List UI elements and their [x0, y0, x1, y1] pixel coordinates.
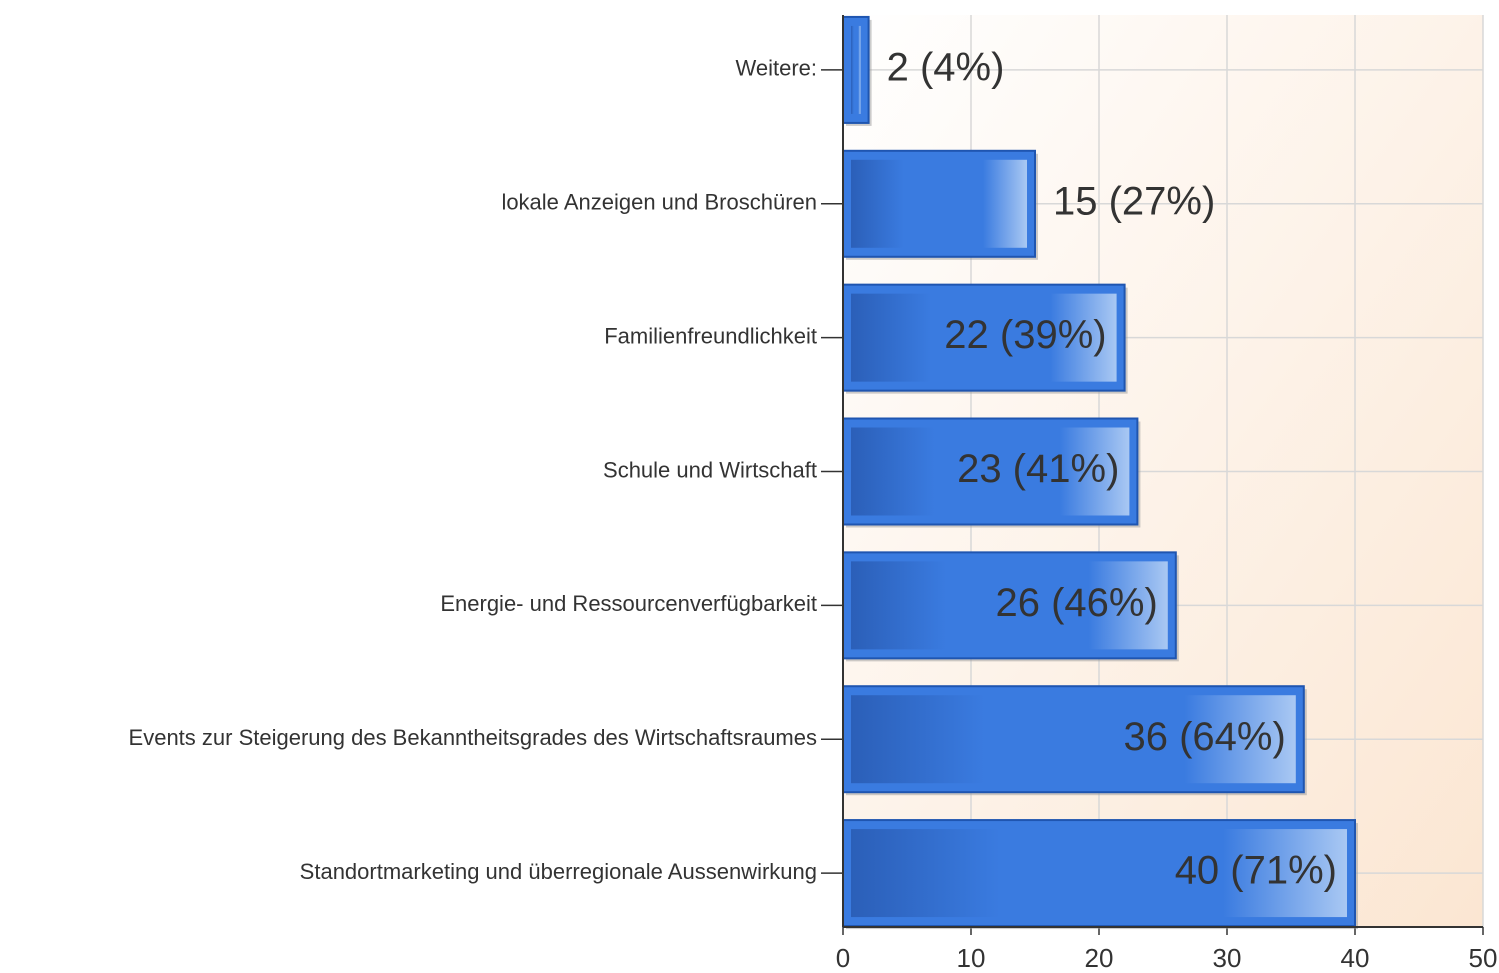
x-tick-label: 0	[836, 943, 850, 973]
value-label: 26 (46%)	[995, 581, 1157, 625]
x-tick-label: 40	[1341, 943, 1370, 973]
bar-inner	[851, 829, 1347, 918]
y-tick-label: Energie- und Ressourcenverfügbarkeit	[440, 591, 817, 616]
x-tick-label: 30	[1213, 943, 1242, 973]
y-tick-label: Events zur Steigerung des Bekanntheitsgr…	[129, 725, 817, 750]
bar-inner	[851, 25, 861, 114]
y-tick-label: lokale Anzeigen und Broschüren	[501, 190, 817, 215]
bar-inner	[851, 561, 1168, 650]
value-label: 2 (4%)	[887, 45, 1005, 89]
bar-inner	[851, 695, 1296, 784]
bar-inner	[851, 427, 1130, 516]
value-label: 23 (41%)	[957, 447, 1119, 491]
x-tick-label: 10	[957, 943, 986, 973]
y-tick-label: Weitere:	[735, 56, 817, 81]
x-tick-label: 20	[1085, 943, 1114, 973]
y-tick-label: Familienfreundlichkeit	[604, 323, 817, 348]
y-tick-label: Schule und Wirtschaft	[603, 457, 817, 482]
x-tick-label: 50	[1469, 943, 1498, 973]
bar-inner	[851, 293, 1117, 382]
y-tick-label: Standortmarketing und überregionale Auss…	[300, 859, 817, 884]
value-label: 36 (64%)	[1123, 715, 1285, 759]
value-label: 15 (27%)	[1053, 179, 1215, 223]
value-label: 22 (39%)	[944, 313, 1106, 357]
bar-inner	[851, 159, 1027, 248]
value-label: 40 (71%)	[1175, 849, 1337, 893]
